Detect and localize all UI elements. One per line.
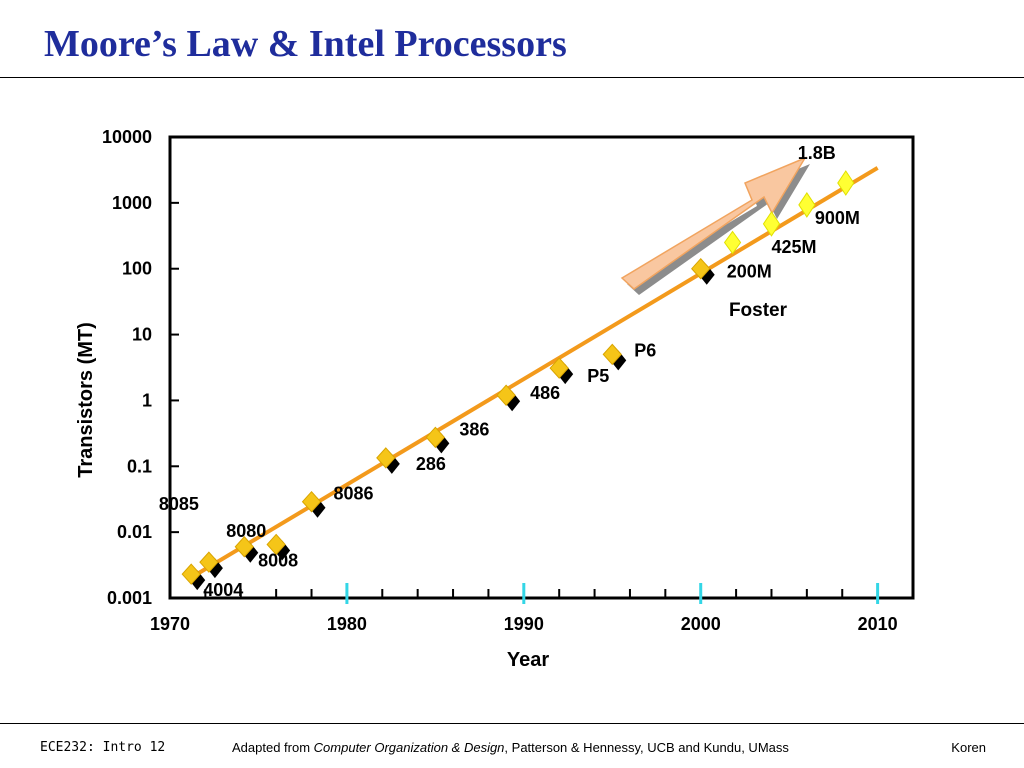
point-label: 900M — [815, 208, 860, 228]
point-label: 4004 — [203, 580, 243, 600]
point-label: 8085 — [159, 494, 199, 514]
annotation-foster: Foster — [729, 300, 788, 321]
point-marker — [762, 210, 781, 237]
footer-author: Koren — [951, 740, 986, 755]
slide-title: Moore’s Law & Intel Processors — [44, 23, 567, 65]
x-axis: 1970 1980 1990 2000 2010 — [150, 583, 914, 634]
point-label: 286 — [416, 454, 446, 474]
point-marker — [549, 357, 569, 379]
point-marker — [602, 343, 622, 366]
point-marker — [837, 170, 855, 196]
footer-divider — [0, 723, 1024, 724]
point-marker — [425, 426, 446, 449]
y-tick-label: 0.1 — [127, 456, 152, 476]
point-label: 386 — [459, 419, 489, 439]
point-marker — [266, 533, 286, 556]
y-tick-label: 10 — [132, 325, 152, 345]
point-marker — [234, 536, 254, 558]
footer-credit-prefix: Adapted from — [232, 740, 314, 755]
y-tick-label: 0.001 — [107, 588, 152, 608]
point-marker — [181, 563, 201, 585]
y-tick-label: 0.01 — [117, 522, 152, 542]
footer-book-title: Computer Organization & Design — [313, 740, 505, 755]
y-tick-label: 1 — [142, 390, 152, 410]
point-marker — [496, 384, 516, 406]
plot-frame — [168, 135, 915, 600]
x-tick-label: 1990 — [504, 614, 544, 634]
y-tick-label: 100 — [122, 259, 152, 279]
x-tick-label: 1980 — [327, 614, 367, 634]
growth-arrow — [620, 156, 810, 295]
x-tick-label: 2010 — [858, 614, 898, 634]
point-marker — [691, 257, 711, 280]
point-marker — [301, 490, 322, 513]
point-label: 1.8B — [798, 143, 836, 163]
point-label: 486 — [530, 383, 560, 403]
point-marker-unlabeled — [723, 230, 742, 255]
footer-course: ECE232: Intro 12 — [40, 740, 166, 755]
point-marker — [376, 447, 396, 469]
growth-arrow-body — [620, 156, 807, 290]
point-label: 200M — [727, 262, 772, 282]
x-tick-label: 1970 — [150, 614, 190, 634]
point-label: P6 — [634, 340, 656, 360]
point-label: 425M — [771, 237, 816, 257]
y-axis: 10000 1000 100 10 1 0.1 0.01 0.001 — [102, 127, 179, 608]
footer-credit-suffix: , Patterson & Hennessy, UCB and Kundu, U… — [504, 740, 789, 755]
x-axis-label: Year — [507, 649, 549, 671]
x-tick-label: 2000 — [681, 614, 721, 634]
footer-credit: Adapted from Computer Organization & Des… — [232, 740, 789, 755]
point-label: P5 — [587, 366, 609, 386]
moores-law-chart: 10000 1000 100 10 1 0.1 0.01 0.001 1970 1980 1990… — [75, 127, 915, 671]
point-label: 8080 — [226, 521, 266, 541]
point-marker — [798, 192, 816, 218]
y-tick-label: 10000 — [102, 127, 152, 147]
trend-line — [186, 166, 879, 582]
title-divider — [0, 77, 1024, 78]
point-label: 8008 — [258, 550, 298, 570]
point-label: 8086 — [334, 484, 374, 504]
y-axis-label: Transistors (MT) — [75, 322, 97, 478]
data-points: 4004 8008 8080 8085 8086 286 386 486 P5 P6 200M 425… — [159, 143, 860, 600]
y-tick-label: 1000 — [112, 193, 152, 213]
point-marker — [199, 551, 219, 573]
